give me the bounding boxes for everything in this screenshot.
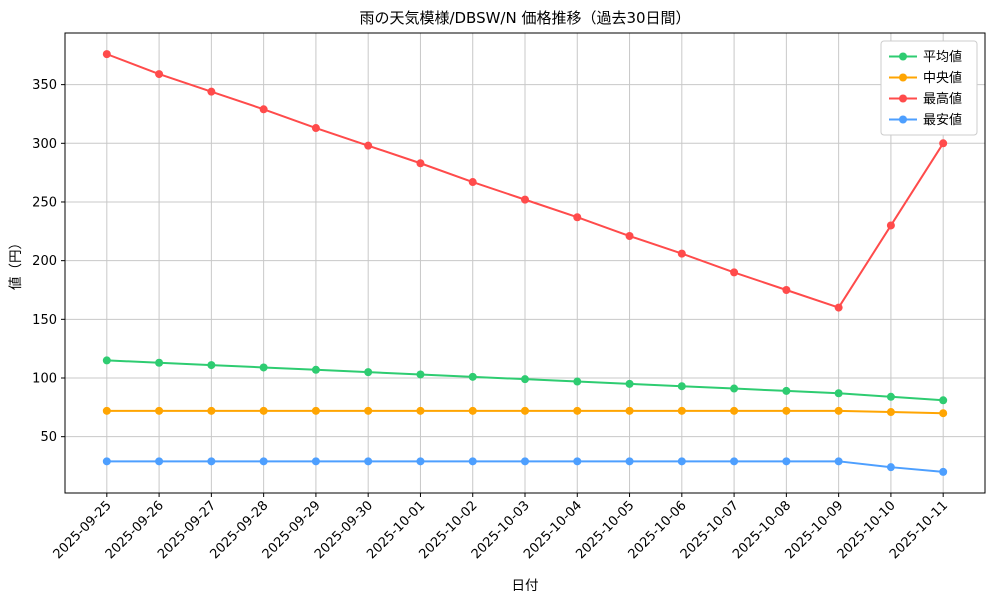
data-point xyxy=(207,87,216,96)
data-point xyxy=(677,457,686,466)
data-point xyxy=(155,406,164,415)
data-point xyxy=(259,363,268,372)
legend-marker-median xyxy=(899,73,907,82)
data-point xyxy=(364,141,373,150)
chart-title: 雨の天気模様/DBSW/N 価格推移（過去30日間） xyxy=(359,9,690,27)
data-point xyxy=(416,370,425,379)
data-point xyxy=(311,457,320,466)
data-point xyxy=(259,105,268,114)
data-point xyxy=(782,457,791,466)
data-point xyxy=(834,457,843,466)
data-point xyxy=(886,392,895,401)
y-tick-label: 300 xyxy=(32,137,57,152)
data-point xyxy=(521,457,529,466)
data-point xyxy=(677,249,686,258)
data-point xyxy=(886,408,895,417)
data-point xyxy=(521,195,529,204)
data-point xyxy=(468,178,477,187)
data-point xyxy=(311,406,320,415)
data-point xyxy=(625,406,634,415)
data-point xyxy=(364,457,373,466)
data-point xyxy=(625,457,634,466)
y-axis-label: 値（円） xyxy=(8,236,24,290)
data-point xyxy=(782,285,791,294)
legend-marker-min xyxy=(899,115,907,124)
y-tick-label: 200 xyxy=(32,254,57,269)
data-point xyxy=(259,457,268,466)
data-point xyxy=(155,358,164,367)
data-point xyxy=(521,375,529,384)
data-point xyxy=(155,457,164,466)
data-point xyxy=(677,406,686,415)
y-tick-label: 100 xyxy=(32,372,57,387)
axes-frame xyxy=(64,32,986,494)
legend-label-max: 最高値 xyxy=(923,91,962,107)
data-point xyxy=(573,457,582,466)
data-point xyxy=(468,457,477,466)
data-point xyxy=(677,382,686,391)
data-point xyxy=(834,389,843,398)
data-point xyxy=(939,467,948,476)
series-average xyxy=(102,356,948,405)
data-point xyxy=(573,213,582,222)
legend-label-min: 最安値 xyxy=(923,112,962,128)
data-point xyxy=(207,406,216,415)
data-point xyxy=(259,406,268,415)
axis-ticks xyxy=(61,84,944,497)
data-point xyxy=(155,70,164,79)
series-min xyxy=(102,457,948,476)
grid-lines xyxy=(65,33,985,493)
data-point xyxy=(939,139,948,148)
data-point xyxy=(939,396,948,405)
data-point xyxy=(782,406,791,415)
data-point xyxy=(311,365,320,374)
legend-marker-max xyxy=(899,94,907,103)
legend-marker-average xyxy=(899,52,907,61)
y-tick-label: 350 xyxy=(32,78,57,93)
series-max xyxy=(102,50,948,312)
data-point xyxy=(834,303,843,312)
data-point xyxy=(521,406,529,415)
plot-area: 501001502002503003502025-09-252025-09-26… xyxy=(32,32,986,562)
series-median xyxy=(102,406,948,418)
data-point xyxy=(311,124,320,133)
data-point xyxy=(625,379,634,388)
data-point xyxy=(939,409,948,418)
data-point xyxy=(416,159,425,168)
data-point xyxy=(730,268,739,277)
data-point xyxy=(834,406,843,415)
data-point xyxy=(416,406,425,415)
legend-label-median: 中央値 xyxy=(923,70,962,86)
data-point xyxy=(886,221,895,230)
axis-tick-labels: 501001502002503003502025-09-252025-09-26… xyxy=(32,78,951,562)
y-tick-label: 250 xyxy=(32,195,57,210)
data-point xyxy=(782,386,791,395)
data-point xyxy=(573,406,582,415)
data-point xyxy=(886,463,895,472)
data-point xyxy=(364,406,373,415)
data-point xyxy=(730,457,739,466)
data-point xyxy=(102,50,111,59)
data-point xyxy=(102,406,111,415)
data-point xyxy=(416,457,425,466)
data-point xyxy=(730,384,739,393)
data-point xyxy=(468,406,477,415)
data-point xyxy=(102,356,111,365)
y-tick-label: 50 xyxy=(40,430,57,445)
legend-box xyxy=(880,40,978,136)
data-point xyxy=(730,406,739,415)
data-point xyxy=(207,457,216,466)
data-point xyxy=(102,457,111,466)
data-point xyxy=(364,368,373,377)
data-point xyxy=(468,372,477,381)
y-tick-label: 150 xyxy=(32,313,57,328)
x-axis-label: 日付 xyxy=(512,578,539,594)
data-point xyxy=(625,232,634,241)
data-point xyxy=(573,377,582,386)
data-point xyxy=(207,361,216,370)
legend-label-average: 平均値 xyxy=(923,49,962,65)
